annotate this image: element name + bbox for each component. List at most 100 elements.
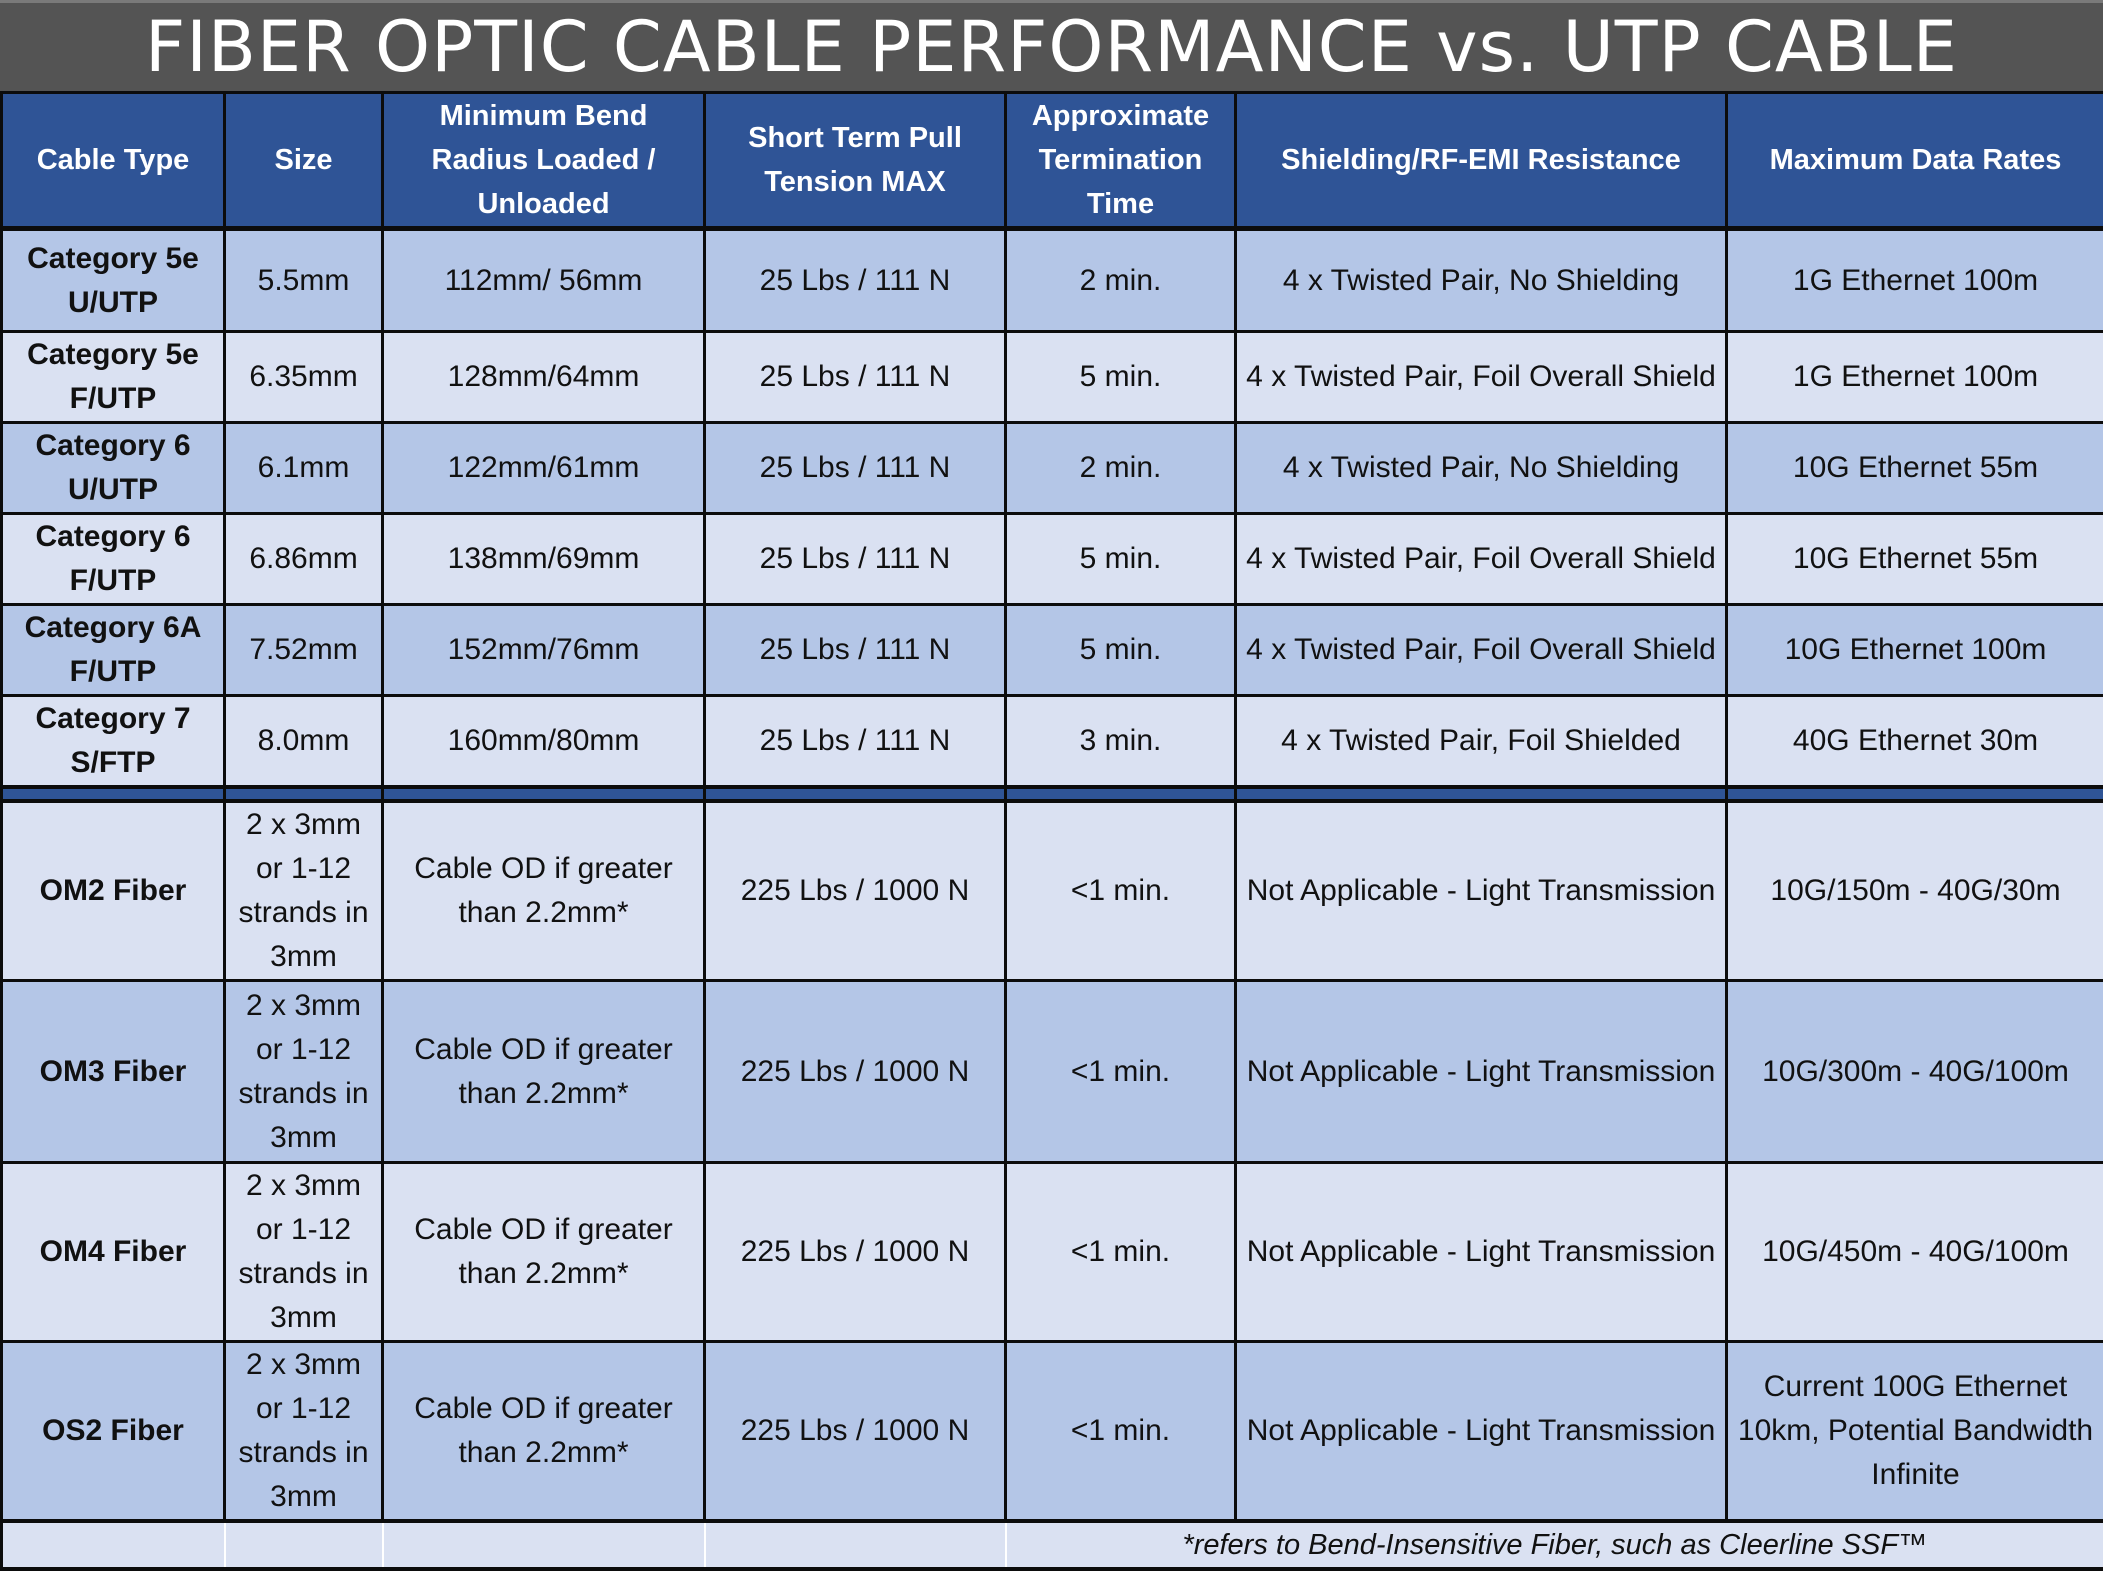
data-rate-cell: 1G Ethernet 100m [1727,229,2103,332]
empty-cell [2,1521,225,1569]
cable-type-cell: Category 7 S/FTP [2,696,225,788]
table-row: OM2 Fiber 2 x 3mm or 1-12 strands in 3mm… [2,801,2103,981]
header-data-rates: Maximum Data Rates [1727,93,2103,229]
shielding-cell: 4 x Twisted Pair, Foil Overall Shield [1236,605,1727,696]
data-rate-cell: Current 100G Ethernet 10km, Potential Ba… [1727,1342,2103,1522]
termination-cell: 2 min. [1006,229,1236,332]
pull-tension-cell: 25 Lbs / 111 N [705,696,1006,788]
table-row: OM3 Fiber 2 x 3mm or 1-12 strands in 3mm… [2,981,2103,1163]
pull-tension-cell: 225 Lbs / 1000 N [705,981,1006,1163]
table-row: Category 5e U/UTP 5.5mm 112mm/ 56mm 25 L… [2,229,2103,332]
comparison-table: Cable Type Size Minimum Bend Radius Load… [0,91,2103,1571]
termination-cell: <1 min. [1006,1342,1236,1522]
cable-type-cell: OS2 Fiber [2,1342,225,1522]
cable-type-cell: Category 6 F/UTP [2,514,225,605]
bend-radius-cell: Cable OD if greater than 2.2mm* [383,981,705,1163]
shielding-cell: 4 x Twisted Pair, No Shielding [1236,423,1727,514]
size-cell: 5.5mm [225,229,383,332]
empty-cell [705,1521,1006,1569]
cable-type-cell: Category 6 U/UTP [2,423,225,514]
pull-tension-cell: 225 Lbs / 1000 N [705,1163,1006,1342]
bend-radius-cell: Cable OD if greater than 2.2mm* [383,1342,705,1522]
cable-type-cell: Category 5e U/UTP [2,229,225,332]
data-rate-cell: 10G Ethernet 55m [1727,514,2103,605]
size-cell: 2 x 3mm or 1-12 strands in 3mm [225,801,383,981]
empty-cell [383,1521,705,1569]
shielding-cell: Not Applicable - Light Transmission [1236,1163,1727,1342]
cable-type-cell: OM3 Fiber [2,981,225,1163]
size-cell: 7.52mm [225,605,383,696]
bend-radius-cell: 128mm/64mm [383,332,705,423]
data-rate-cell: 10G/300m - 40G/100m [1727,981,2103,1163]
size-cell: 6.1mm [225,423,383,514]
bend-radius-cell: 112mm/ 56mm [383,229,705,332]
termination-cell: <1 min. [1006,801,1236,981]
data-rate-cell: 1G Ethernet 100m [1727,332,2103,423]
header-bend-radius: Minimum Bend Radius Loaded / Unloaded [383,93,705,229]
header-row: Cable Type Size Minimum Bend Radius Load… [2,93,2103,229]
table-row: Category 6 F/UTP 6.86mm 138mm/69mm 25 Lb… [2,514,2103,605]
shielding-cell: 4 x Twisted Pair, Foil Overall Shield [1236,332,1727,423]
bend-radius-cell: 152mm/76mm [383,605,705,696]
pull-tension-cell: 25 Lbs / 111 N [705,514,1006,605]
bend-radius-cell: 160mm/80mm [383,696,705,788]
pull-tension-cell: 225 Lbs / 1000 N [705,1342,1006,1522]
section-separator [2,787,2103,801]
table-row: Category 6A F/UTP 7.52mm 152mm/76mm 25 L… [2,605,2103,696]
cable-type-cell: Category 6A F/UTP [2,605,225,696]
termination-cell: 3 min. [1006,696,1236,788]
header-shielding: Shielding/RF-EMI Resistance [1236,93,1727,229]
shielding-cell: 4 x Twisted Pair, Foil Overall Shield [1236,514,1727,605]
table-row: Category 5e F/UTP 6.35mm 128mm/64mm 25 L… [2,332,2103,423]
separator-cell [225,787,383,801]
pull-tension-cell: 25 Lbs / 111 N [705,332,1006,423]
termination-cell: 5 min. [1006,514,1236,605]
separator-cell [383,787,705,801]
shielding-cell: 4 x Twisted Pair, Foil Shielded [1236,696,1727,788]
cable-type-cell: OM2 Fiber [2,801,225,981]
bend-radius-cell: 122mm/61mm [383,423,705,514]
bend-radius-cell: Cable OD if greater than 2.2mm* [383,1163,705,1342]
pull-tension-cell: 25 Lbs / 111 N [705,229,1006,332]
page-title: FIBER OPTIC CABLE PERFORMANCE vs. UTP CA… [0,0,2103,91]
table-row: Category 7 S/FTP 8.0mm 160mm/80mm 25 Lbs… [2,696,2103,788]
shielding-cell: Not Applicable - Light Transmission [1236,1342,1727,1522]
bend-radius-cell: Cable OD if greater than 2.2mm* [383,801,705,981]
pull-tension-cell: 25 Lbs / 111 N [705,605,1006,696]
data-rate-cell: 10G Ethernet 100m [1727,605,2103,696]
table-row: OM4 Fiber 2 x 3mm or 1-12 strands in 3mm… [2,1163,2103,1342]
termination-cell: 5 min. [1006,332,1236,423]
termination-cell: 2 min. [1006,423,1236,514]
data-rate-cell: 10G/450m - 40G/100m [1727,1163,2103,1342]
size-cell: 2 x 3mm or 1-12 strands in 3mm [225,1342,383,1522]
table-row: Category 6 U/UTP 6.1mm 122mm/61mm 25 Lbs… [2,423,2103,514]
separator-cell [705,787,1006,801]
termination-cell: <1 min. [1006,1163,1236,1342]
footnote: *refers to Bend-Insensitive Fiber, such … [1006,1521,2103,1569]
footnote-row: *refers to Bend-Insensitive Fiber, such … [2,1521,2103,1569]
separator-cell [1006,787,1236,801]
header-termination-time: Approximate Termination Time [1006,93,1236,229]
separator-cell [2,787,225,801]
data-rate-cell: 40G Ethernet 30m [1727,696,2103,788]
size-cell: 2 x 3mm or 1-12 strands in 3mm [225,1163,383,1342]
separator-cell [1727,787,2103,801]
cable-type-cell: Category 5e F/UTP [2,332,225,423]
size-cell: 2 x 3mm or 1-12 strands in 3mm [225,981,383,1163]
shielding-cell: 4 x Twisted Pair, No Shielding [1236,229,1727,332]
bend-radius-cell: 138mm/69mm [383,514,705,605]
header-size: Size [225,93,383,229]
header-pull-tension: Short Term Pull Tension MAX [705,93,1006,229]
termination-cell: 5 min. [1006,605,1236,696]
shielding-cell: Not Applicable - Light Transmission [1236,981,1727,1163]
size-cell: 6.35mm [225,332,383,423]
header-cable-type: Cable Type [2,93,225,229]
size-cell: 6.86mm [225,514,383,605]
empty-cell [225,1521,383,1569]
table-row: OS2 Fiber 2 x 3mm or 1-12 strands in 3mm… [2,1342,2103,1522]
termination-cell: <1 min. [1006,981,1236,1163]
cable-type-cell: OM4 Fiber [2,1163,225,1342]
separator-cell [1236,787,1727,801]
data-rate-cell: 10G Ethernet 55m [1727,423,2103,514]
data-rate-cell: 10G/150m - 40G/30m [1727,801,2103,981]
